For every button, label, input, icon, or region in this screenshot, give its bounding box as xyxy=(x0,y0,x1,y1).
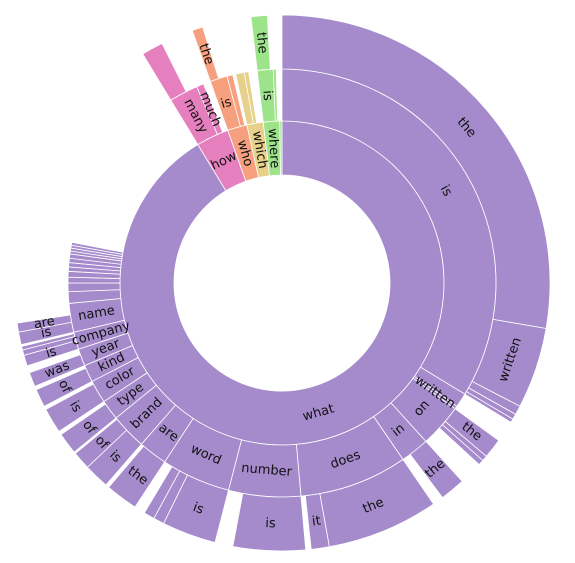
segment-where4-unlabeled1[interactable] xyxy=(272,68,278,122)
segment-where4-is0-the0[interactable] xyxy=(250,14,271,71)
segment-what0-is0-the0[interactable] xyxy=(281,14,551,330)
label-who2-is0-the0: the xyxy=(195,42,216,67)
segment-what0-word7-unlabeled2[interactable] xyxy=(143,466,181,519)
sunburst-segments xyxy=(16,14,551,552)
segment-what0-on3-unlabeled2[interactable] xyxy=(438,424,484,466)
segment-who2-unlabeled1[interactable] xyxy=(226,74,246,127)
label-what0-company14-is0: is xyxy=(44,344,59,361)
segment-what0-are8-the0[interactable] xyxy=(108,445,166,508)
label-what0-name15-is0: is xyxy=(40,324,53,341)
label-where4-is0: is xyxy=(259,90,275,102)
segment-what0-name15-are1[interactable] xyxy=(16,314,73,333)
label-who2-is0: is xyxy=(219,95,234,112)
segment-unlabeled5[interactable] xyxy=(279,120,283,176)
segment-what0-does5-it1[interactable] xyxy=(304,493,330,550)
label-where4: where xyxy=(264,128,282,169)
label-where4-is0-the0: the xyxy=(253,32,270,55)
label-what0-does5-it1: it xyxy=(311,513,322,529)
segment-what0-type10-of0[interactable] xyxy=(60,403,117,453)
segment-how1-many0-unlabeled0[interactable] xyxy=(142,42,187,101)
label-which3: which xyxy=(249,130,270,170)
segment-which3-unlabeled1[interactable] xyxy=(243,71,258,125)
segment-what0-unlabeled27[interactable] xyxy=(70,241,124,255)
label-what0-name15: name xyxy=(77,303,116,324)
label-what0-name15-are1: are xyxy=(33,314,56,332)
segment-what0-brand9-of1[interactable] xyxy=(74,418,128,468)
label-who2: who xyxy=(234,138,256,168)
segment-what0-kind12-of0[interactable] xyxy=(35,367,93,407)
segment-how1-much1[interactable] xyxy=(196,83,224,135)
label-what0-number6: number xyxy=(241,461,293,480)
segment-what0-in4-the0[interactable] xyxy=(409,440,463,499)
label-what0-number6-is0: is xyxy=(265,516,276,531)
label-what0-does5-the0: the xyxy=(361,495,386,517)
segment-who2-is0-the0[interactable] xyxy=(191,26,220,82)
segment-what0-number6-is0[interactable] xyxy=(232,492,307,552)
segment-what0-color11-is0[interactable] xyxy=(45,383,105,433)
segment-what0-company14-unlabeled2[interactable] xyxy=(21,333,76,351)
segment-what0-year13-was0[interactable] xyxy=(28,354,86,387)
